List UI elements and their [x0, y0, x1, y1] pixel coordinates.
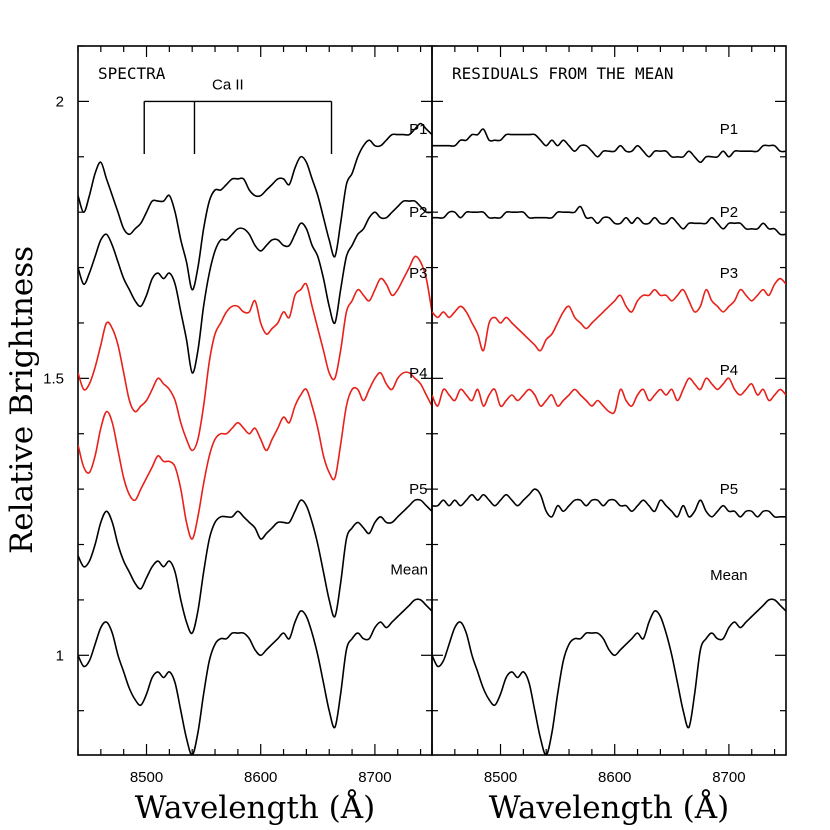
series-label-p4: P4	[720, 362, 738, 379]
panels-layer: 8500 8600 8700 1 1.5 2 SPECTRA Wavelength (Å) Ca…	[43, 45, 787, 826]
series-line-p2	[432, 205, 786, 236]
series-line-p5	[432, 488, 786, 518]
series-label-p4: P4	[409, 365, 427, 382]
series-label-mean: Mean	[710, 567, 748, 584]
panel-2: 8500 8600 8700 RESIDUALS FROM THE MEAN Wavel…	[431, 45, 787, 826]
series-label-p5: P5	[409, 481, 427, 498]
series-line-p4	[432, 377, 786, 415]
x-axis-label: Wavelength (Å)	[489, 788, 729, 826]
series-label-p3: P3	[409, 265, 427, 282]
panel-frame	[431, 45, 787, 756]
series-label-p2: P2	[720, 204, 738, 221]
series-line-p3	[432, 277, 786, 352]
series-label-p5: P5	[720, 481, 738, 498]
series-line-p1	[432, 128, 786, 164]
y-tick-label: 2	[56, 93, 64, 110]
series-line-p5	[78, 498, 432, 635]
annotation-label: Ca II	[212, 76, 244, 93]
y-tick-label: 1.5	[43, 370, 64, 387]
series-label-p2: P2	[409, 204, 427, 221]
panel-1: 8500 8600 8700 1 1.5 2 SPECTRA Wavelength (Å) Ca…	[43, 45, 433, 826]
ca-ii-annotation: Ca II	[143, 76, 333, 155]
series-label-p3: P3	[720, 265, 738, 282]
x-tick-label: 8700	[712, 769, 745, 786]
panel-title: SPECTRA	[98, 64, 166, 83]
series-line-p2	[78, 199, 432, 374]
series-line-p3	[78, 255, 432, 452]
x-tick-label: 8600	[598, 769, 631, 786]
series-label-p1: P1	[720, 121, 738, 138]
x-tick-label: 8700	[358, 769, 391, 786]
x-tick-label: 8600	[244, 769, 277, 786]
series-line-p1	[78, 122, 432, 291]
series-line-p4	[78, 371, 432, 540]
panel-title: RESIDUALS FROM THE MEAN	[452, 64, 674, 83]
x-tick-label: 8500	[130, 769, 163, 786]
x-tick-label: 8500	[484, 769, 517, 786]
series-label-mean: Mean	[390, 561, 428, 578]
series-label-p1: P1	[409, 121, 427, 138]
series-line-mean	[78, 598, 432, 755]
x-axis-label: Wavelength (Å)	[135, 788, 375, 826]
y-axis-label: Relative Brightness	[4, 246, 40, 554]
y-tick-label: 1	[56, 647, 64, 664]
series-line-mean	[432, 598, 786, 755]
